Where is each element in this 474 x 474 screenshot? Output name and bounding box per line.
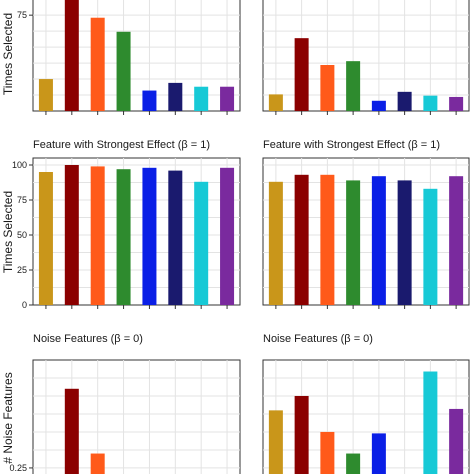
bar [116,169,131,305]
bar [397,91,412,111]
bar [346,61,361,111]
bar [320,174,335,305]
bar [423,371,438,474]
y-tick-label: 25 [17,265,27,275]
bar [90,17,105,111]
panel-r1-c2 [262,0,470,115]
panel-r2-c2: Feature with Strongest Effect (β = 1) [262,139,470,309]
panel-frame [32,157,241,306]
bar [346,180,361,305]
bar [38,79,53,111]
y-axis-label: Times Selected [1,191,15,273]
bar [168,170,183,305]
y-tick-label: 0 [22,300,27,310]
bar [268,410,283,474]
bar [64,0,79,111]
panel-title: Feature with Strongest Effect (β = 1) [33,139,210,151]
bar [194,86,209,111]
bar [268,94,283,111]
bar [220,86,235,111]
panel-frame [262,359,470,474]
y-tick-label: 75 [17,10,27,20]
bar [64,388,79,474]
bar [64,165,79,305]
bar [449,176,464,305]
bar [346,453,361,474]
bar [116,31,131,111]
bar [397,180,412,305]
panel-r2-c1: 0 25 50 75 100 Feature with Strongest Effect … [1,139,241,310]
bar [142,90,157,111]
bar [449,408,464,474]
bar [294,395,309,474]
y-tick-label: 100 [12,160,27,170]
panel-title: Noise Features (β = 0) [263,333,373,345]
y-axis-label: # Noise Features [1,372,15,463]
bar [320,431,335,474]
bar [449,96,464,111]
bar [423,95,438,111]
bar [90,166,105,305]
y-tick-label: 50 [17,230,27,240]
bar [90,453,105,474]
bar [371,433,386,474]
bar [423,188,438,305]
y-axis-label: Times Selected [1,13,15,95]
bar [294,38,309,111]
panel-frame [262,157,470,306]
panel-title: Noise Features (β = 0) [33,333,143,345]
panel-frame [32,359,241,474]
bar [371,100,386,111]
bar [268,181,283,305]
panel-frame [262,0,470,112]
bar [38,172,53,305]
panel-frame [32,0,241,112]
bar [220,167,235,305]
panel-title: Feature with Strongest Effect (β = 1) [263,139,440,151]
bar [168,82,183,111]
bar [194,181,209,305]
y-tick-label: 0.25 [9,463,27,473]
bar [320,65,335,111]
panel-r3-c1: 0.25 Noise Features (β = 0) # Noise Featur… [1,333,241,474]
bar [371,176,386,305]
panel-r3-c2: Noise Features (β = 0) [262,333,470,474]
bar [142,167,157,305]
bar [294,174,309,305]
y-tick-label: 75 [17,195,27,205]
